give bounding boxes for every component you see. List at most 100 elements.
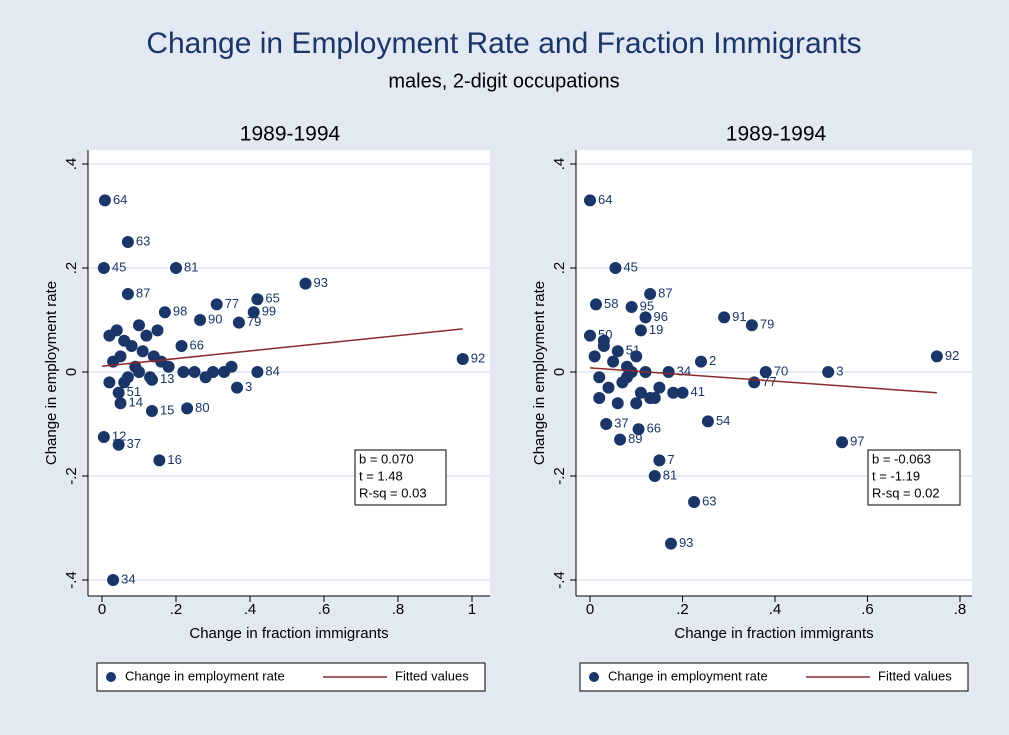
chart-title: Change in Employment Rate and Fraction I… [146,27,861,60]
point [718,311,731,324]
point [112,386,125,399]
chart-subtitle: males, 2-digit occupations [388,70,619,92]
point-label: 92 [945,348,959,363]
panel-title: 1989-1994 [726,123,827,146]
point-label: 79 [247,314,261,329]
point-label: 63 [702,493,716,508]
point-label: 89 [628,431,642,446]
point [456,353,469,365]
point [136,345,149,358]
point-label: 93 [314,275,328,290]
point-label: 37 [614,415,628,430]
point [181,402,194,415]
y-tick-label: -.2 [63,467,80,485]
point-label: 45 [112,259,126,274]
point [210,298,223,311]
point-label: 66 [647,421,661,436]
y-axis-title: Change in employment rate [43,281,60,465]
point [175,340,188,352]
point-label: 77 [225,296,239,311]
x-axis-title: Change in fraction immigrants [674,625,873,642]
x-tick-label: .8 [954,601,967,618]
x-tick-label: 0 [586,601,594,618]
point-label: 65 [265,291,279,306]
point [607,355,620,368]
point-label: 54 [716,413,730,428]
legend-label: Fitted values [395,668,469,683]
x-tick-label: 0 [98,601,106,618]
point [584,194,596,207]
point-label: 34 [677,363,691,378]
point [836,436,849,449]
point-label: 7 [667,452,674,467]
point [748,376,761,389]
point [177,366,190,378]
stats-text: R-sq = 0.03 [359,485,427,500]
x-tick-label: .4 [244,601,257,618]
x-tick-label: .4 [769,601,782,618]
y-tick-label: 0 [63,368,80,376]
legend-marker [589,672,599,682]
point [107,574,120,586]
stats-text: R-sq = 0.02 [872,485,940,500]
point [662,366,675,378]
point [170,262,182,274]
point-label: 45 [623,259,637,274]
point [133,319,145,332]
point [225,360,238,373]
point [247,306,260,319]
point [251,293,264,306]
legend [579,662,969,692]
point [231,381,244,394]
point [162,360,175,373]
point-label: 93 [679,535,693,550]
y-tick-label: .4 [551,158,568,171]
legend [96,662,486,692]
x-tick-label: .6 [861,601,874,618]
point [602,381,615,394]
point [153,454,166,467]
point [745,319,758,332]
point [930,350,943,363]
point [110,324,123,337]
point-label: 90 [208,311,222,326]
point [667,386,680,399]
point [97,262,110,274]
point [207,366,219,378]
panel-title: 1989-1994 [240,123,341,146]
point [121,288,134,300]
stats-text: t = 1.48 [359,468,403,483]
point [600,418,613,430]
point [112,438,125,451]
point [103,376,116,389]
point-label: 64 [113,192,127,207]
point [144,371,157,384]
point-label: 98 [173,304,187,319]
point-label: 79 [760,317,774,332]
point-label: 15 [160,402,174,417]
point [632,423,645,436]
point [232,316,245,329]
point-label: 91 [732,309,746,324]
point [634,386,647,399]
point-label: 51 [127,384,141,399]
point [701,415,714,428]
point [688,496,701,508]
point-label: 64 [598,192,612,207]
point [625,301,638,313]
point-label: 41 [691,384,705,399]
point [614,433,627,446]
point [584,329,596,342]
stats-box [354,449,447,506]
point [98,194,111,207]
point [611,345,624,358]
point-label: 12 [112,428,126,443]
point [121,236,134,248]
point [188,366,201,378]
stats-text: b = -0.063 [872,451,931,466]
point [140,329,153,342]
point [251,366,264,378]
point-label: 92 [471,350,485,365]
x-tick-label: .2 [170,601,183,618]
